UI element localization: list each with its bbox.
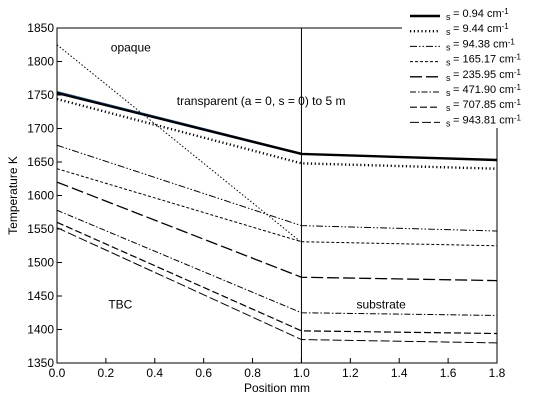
x-tick-label: 1.2 [342, 366, 359, 380]
legend-label-8: s = 943.81 cm-1 [446, 113, 522, 128]
series-line-2 [56, 97, 498, 170]
series-line-7 [56, 221, 498, 335]
series-line-8 [56, 227, 498, 344]
y-tick-label: 1650 [27, 155, 54, 169]
y-tick-label: 1750 [27, 88, 54, 102]
legend-label-1: s = 0.94 cm-1 [446, 7, 509, 22]
annotation-opaque: opaque [111, 40, 151, 54]
y-tick-label: 1850 [27, 21, 54, 35]
x-tick-label: 1.6 [440, 366, 457, 380]
x-tick-label: 0.0 [49, 366, 66, 380]
series-line-5 [56, 181, 498, 282]
y-tick-label: 1600 [27, 189, 54, 203]
x-tick-label: 1.4 [391, 366, 408, 380]
legend-label-4: s = 165.17 cm-1 [446, 53, 522, 68]
legend-label-6: s = 471.90 cm-1 [446, 83, 522, 98]
y-axis-title: Temperature K [6, 156, 20, 235]
x-tick-label: 0.4 [146, 366, 163, 380]
x-axis-title: Position mm [244, 381, 310, 395]
y-tick-label: 1550 [27, 222, 54, 236]
y-tick-label: 1350 [27, 356, 54, 370]
x-tick-label: 0.2 [98, 366, 115, 380]
y-tick-label: 1800 [27, 55, 54, 69]
y-tick-label: 1450 [27, 289, 54, 303]
x-tick-label: 1.8 [489, 366, 506, 380]
annotation-substrate: substrate [356, 298, 406, 312]
x-tick-label: 0.6 [195, 366, 212, 380]
y-tick-label: 1700 [27, 122, 54, 136]
legend-label-7: s = 707.85 cm-1 [446, 98, 522, 113]
y-tick-label: 1400 [27, 323, 54, 337]
x-tick-label: 0.8 [244, 366, 261, 380]
legend-label-2: s = 9.44 cm-1 [446, 22, 509, 37]
y-tick-label: 1500 [27, 256, 54, 270]
x-tick-label: 1.0 [293, 366, 310, 380]
legend-label-5: s = 235.95 cm-1 [446, 68, 522, 83]
annotation-transparent: transparent (a = 0, s = 0) to 5 m [177, 94, 346, 108]
annotation-tbc: TBC [108, 298, 132, 312]
legend-label-3: s = 94.38 cm-1 [446, 37, 515, 52]
